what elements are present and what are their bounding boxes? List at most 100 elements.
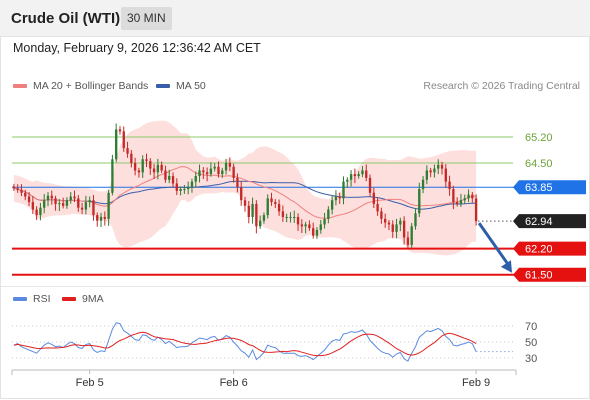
x-tick-label: Feb 9 <box>462 377 490 389</box>
candle-body <box>262 215 266 221</box>
candle-body <box>217 166 220 175</box>
candle-body <box>346 179 349 182</box>
candle-body <box>221 170 224 175</box>
candle-body <box>198 170 201 177</box>
candle-body <box>84 202 88 210</box>
level-tag-61.50 <box>513 267 586 282</box>
candle-body <box>391 224 394 232</box>
candle-body <box>202 170 205 173</box>
candle-body <box>88 200 91 203</box>
candle-body <box>126 148 129 154</box>
candle-body <box>444 168 447 182</box>
candle-body <box>115 129 118 160</box>
candle-body <box>228 163 232 167</box>
candle-body <box>372 192 375 204</box>
forecast-arrow-shaft <box>477 222 511 267</box>
candle-body <box>92 200 95 216</box>
candle-body <box>277 203 281 212</box>
candle-body <box>179 189 182 191</box>
candle-body <box>334 196 338 201</box>
candle-body <box>315 230 319 236</box>
candle-body <box>421 179 425 190</box>
candle-body <box>452 189 455 203</box>
candle-body <box>80 207 84 210</box>
x-tick-label: Feb 6 <box>220 377 248 389</box>
candle-body <box>168 176 171 180</box>
candle-body <box>323 218 326 225</box>
candle-body <box>96 215 99 221</box>
candle-body <box>361 170 364 175</box>
x-tick-label: Feb 5 <box>76 377 104 389</box>
candle-body <box>471 194 474 199</box>
candle-body <box>61 203 65 206</box>
ma20-swatch <box>13 84 27 89</box>
copyright-text: Research © 2026 Trading Central <box>423 80 580 92</box>
candle-body <box>425 170 429 180</box>
candle-body <box>236 177 239 188</box>
candle-body <box>122 131 125 149</box>
top-bar: Crude Oil (WTI) 30 MIN <box>0 0 590 36</box>
candle-body <box>285 216 288 218</box>
candle-body <box>418 189 421 214</box>
rsi-tick-70: 70 <box>525 321 537 333</box>
candle-body <box>152 168 156 173</box>
candle-body <box>270 198 273 203</box>
level-tag-63.85 <box>513 180 586 195</box>
candle-body <box>395 224 398 232</box>
candle-body <box>357 174 360 177</box>
candle-body <box>247 205 250 217</box>
candle-body <box>433 168 436 173</box>
candle-body <box>183 189 186 191</box>
candle-body <box>437 164 440 169</box>
candle-body <box>107 192 110 219</box>
candle-body <box>327 209 330 219</box>
candle-body <box>156 164 160 173</box>
candle-body <box>141 159 144 173</box>
candle-body <box>387 222 391 225</box>
candle-body <box>73 196 76 199</box>
level-label-62.20: 62.20 <box>525 244 553 256</box>
candle-body <box>39 207 42 216</box>
candle-body <box>380 211 383 219</box>
legend-ma20: MA 20 + Bollinger Bands <box>13 80 148 92</box>
rsi-ma-swatch <box>62 297 76 302</box>
candle-body <box>209 168 213 175</box>
candle-body <box>160 164 163 171</box>
candle-body <box>20 189 23 193</box>
candle-body <box>440 164 444 169</box>
candle-body <box>243 200 247 206</box>
candle-body <box>308 224 311 229</box>
candle-body <box>118 129 122 132</box>
rsi-swatch <box>13 297 27 302</box>
candle-body <box>266 198 269 216</box>
candle-body <box>190 181 194 188</box>
bollinger-band <box>13 120 477 256</box>
candle-body <box>186 187 190 190</box>
level-tag-62.20 <box>513 241 586 256</box>
candle-body <box>16 188 19 190</box>
candle-body <box>50 195 53 199</box>
candle-body <box>293 216 296 218</box>
candle-body <box>171 176 175 184</box>
level-label-64.50: 64.50 <box>525 158 553 170</box>
candle-body <box>258 220 262 227</box>
candle-body <box>103 216 106 219</box>
candle-body <box>338 196 341 199</box>
candle-body <box>255 203 258 227</box>
candle-body <box>77 198 80 208</box>
candle-body <box>353 174 357 177</box>
candle-body <box>164 170 167 180</box>
ma20-line <box>13 166 477 219</box>
candle-body <box>406 237 410 245</box>
candle-body <box>240 187 243 201</box>
candle-body <box>410 226 413 245</box>
candle-body <box>54 198 57 204</box>
candle-body <box>312 228 315 236</box>
legend-rsi-label: RSI <box>33 293 51 305</box>
candle-body <box>65 200 69 206</box>
level-label-63.85: 63.85 <box>525 182 553 194</box>
candle-body <box>58 203 61 205</box>
rsi-ma-line <box>13 331 477 357</box>
timeframe-badge[interactable]: 30 MIN <box>121 7 172 30</box>
rsi-tick-30: 30 <box>525 353 537 365</box>
